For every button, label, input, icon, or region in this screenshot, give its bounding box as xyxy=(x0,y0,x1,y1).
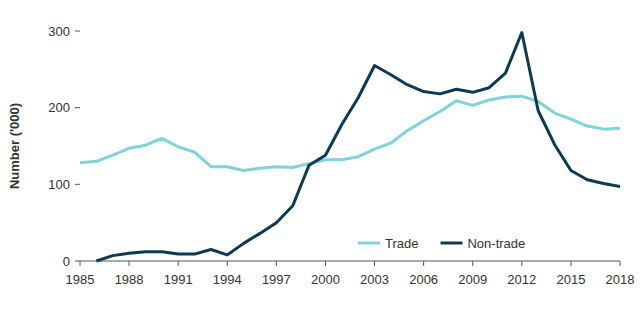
x-tick xyxy=(423,261,424,266)
x-tick xyxy=(570,261,571,266)
x-tick xyxy=(620,261,621,266)
y-tick-label: 300 xyxy=(48,24,70,39)
y-tick-label: 200 xyxy=(48,100,70,115)
x-tick-label: 1997 xyxy=(262,272,291,287)
legend-swatch xyxy=(358,242,380,245)
x-tick xyxy=(178,261,179,266)
x-tick xyxy=(374,261,375,266)
x-tick-label: 1988 xyxy=(115,272,144,287)
x-tick-label: 2018 xyxy=(606,272,635,287)
legend-swatch xyxy=(440,242,462,245)
series-line xyxy=(80,96,620,170)
x-tick-label: 1985 xyxy=(66,272,95,287)
y-tick-label: 0 xyxy=(63,254,70,269)
y-tick xyxy=(75,107,80,108)
series-line xyxy=(96,33,620,261)
x-tick-label: 2015 xyxy=(556,272,585,287)
plot-area xyxy=(80,33,620,261)
x-tick-label: 1991 xyxy=(164,272,193,287)
y-tick xyxy=(75,31,80,32)
x-tick-label: 2000 xyxy=(311,272,340,287)
x-tick xyxy=(80,261,81,266)
chart: 0 100 200 300 1985 1988 1991 1994 1997 2000 2003 20… xyxy=(0,0,642,310)
x-tick xyxy=(129,261,130,266)
x-tick xyxy=(472,261,473,266)
x-tick xyxy=(325,261,326,266)
y-tick-label: 100 xyxy=(48,177,70,192)
y-tick xyxy=(75,261,80,262)
x-tick xyxy=(276,261,277,266)
x-tick xyxy=(521,261,522,266)
y-axis-label: Number ('000) xyxy=(7,103,22,189)
legend-label: Trade xyxy=(385,236,418,251)
x-tick-label: 2003 xyxy=(360,272,389,287)
x-tick xyxy=(227,261,228,266)
x-tick-label: 2009 xyxy=(458,272,487,287)
x-axis xyxy=(80,261,620,262)
y-tick xyxy=(75,184,80,185)
x-tick-label: 2012 xyxy=(507,272,536,287)
legend-label: Non-trade xyxy=(467,236,525,251)
x-tick-label: 1994 xyxy=(213,272,242,287)
x-tick-label: 2006 xyxy=(409,272,438,287)
